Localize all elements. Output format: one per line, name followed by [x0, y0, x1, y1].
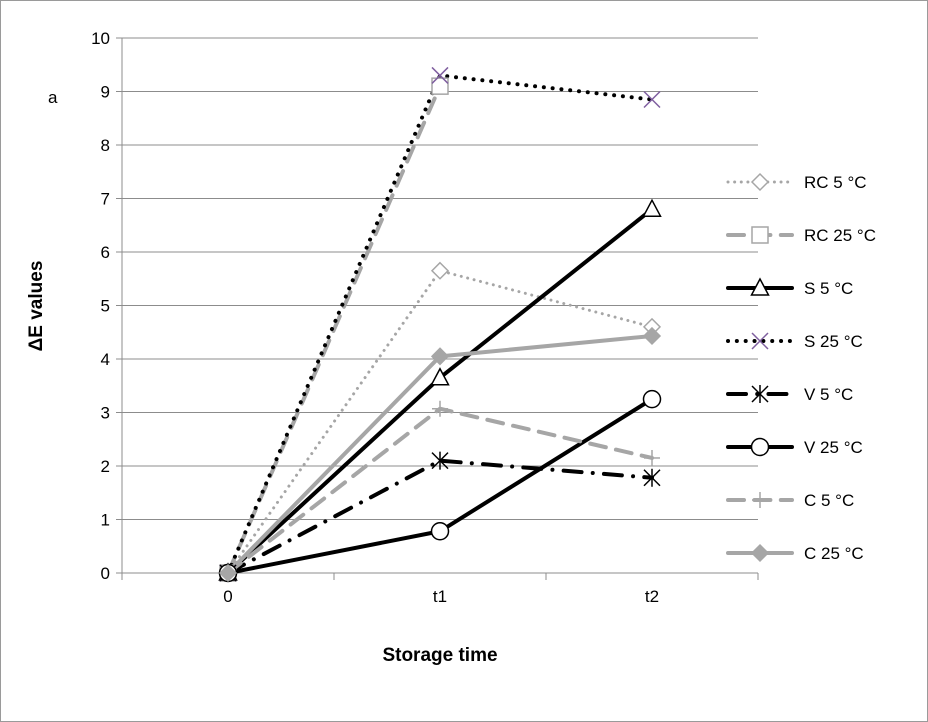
y-tick-label: 1 — [101, 511, 110, 530]
marker-circle — [430, 522, 450, 541]
x-tick-labels: 0 t1 t2 — [223, 587, 659, 606]
legend-item: RC 5 °C — [726, 172, 867, 192]
legend-label: V 5 °C — [804, 385, 853, 404]
marker-triangle — [750, 277, 770, 296]
marker-x — [431, 66, 449, 84]
x-tick-label: t2 — [645, 587, 659, 606]
legend-item: V 5 °C — [726, 385, 853, 404]
y-tick-label: 8 — [101, 136, 110, 155]
marker-triangle — [642, 198, 662, 217]
series-line-4 — [226, 458, 654, 575]
data-point — [431, 451, 449, 470]
marker-diamond — [750, 172, 770, 192]
legend-label: S 5 °C — [804, 279, 853, 298]
data-point — [430, 347, 450, 366]
legend-label: C 5 °C — [804, 491, 854, 510]
legend-item: S 5 °C — [726, 277, 853, 298]
data-point — [643, 468, 661, 487]
grid-lines — [116, 37, 758, 574]
data-point — [642, 198, 662, 217]
marker-diamond — [750, 543, 770, 563]
marker-x — [643, 90, 661, 109]
series-line-6 — [226, 406, 654, 575]
marker-circle — [642, 389, 662, 409]
legend-item: V 25 °C — [726, 437, 863, 457]
marker-diamond — [218, 563, 238, 583]
legend-label: V 25 °C — [804, 438, 863, 457]
data-point — [431, 77, 449, 95]
y-tick-label: 2 — [101, 457, 110, 476]
marker-x — [751, 332, 769, 350]
data-point — [644, 449, 660, 466]
marker-triangle — [430, 367, 450, 386]
legend-label: RC 25 °C — [804, 226, 876, 245]
data-point — [431, 66, 449, 84]
y-tick-label: 6 — [101, 243, 110, 262]
axes — [121, 38, 759, 580]
series-line-3 — [226, 73, 654, 575]
y-tick-label: 3 — [101, 404, 110, 423]
legend-label: S 25 °C — [804, 332, 863, 351]
marker-diamond — [430, 347, 450, 366]
legend-item: RC 25 °C — [726, 226, 876, 245]
x-axis-title: Storage time — [382, 645, 497, 666]
y-tick-label: 5 — [101, 297, 110, 316]
legend-label: C 25 °C — [804, 544, 864, 563]
x-tick-label: 0 — [223, 587, 232, 606]
legend-label: RC 5 °C — [804, 173, 867, 192]
data-point — [218, 563, 238, 583]
marker-diamond — [642, 326, 662, 346]
data-point — [642, 326, 662, 346]
marker-square — [431, 77, 449, 95]
data-point — [430, 367, 450, 386]
legend-item: S 25 °C — [726, 332, 863, 351]
y-tick-label: 10 — [91, 29, 110, 48]
data-point — [642, 389, 662, 409]
series-lines — [226, 73, 654, 575]
legend-item: C 5 °C — [726, 491, 854, 510]
data-point — [432, 400, 448, 417]
y-tick-label: 0 — [101, 564, 110, 583]
y-tick-label: 9 — [101, 83, 110, 102]
marker-circle — [750, 437, 770, 457]
y-tick-label: 4 — [101, 350, 110, 369]
legend: RC 5 °C RC 25 °C S 5 °C S 25 °C V 5 °C V 25 °… — [726, 172, 876, 563]
x-tick-label: t1 — [433, 587, 447, 606]
data-point — [643, 90, 661, 109]
data-point — [430, 261, 450, 280]
data-point — [430, 522, 450, 541]
legend-item: C 25 °C — [726, 543, 864, 563]
y-tick-labels: 0 1 2 3 4 5 6 7 8 9 10 — [91, 29, 110, 583]
marker-square — [751, 226, 769, 244]
y-axis-title: ΔE values — [26, 261, 47, 352]
series-markers — [218, 66, 662, 583]
panel-label: a — [48, 88, 58, 107]
y-tick-label: 7 — [101, 190, 110, 209]
marker-diamond — [430, 261, 450, 280]
